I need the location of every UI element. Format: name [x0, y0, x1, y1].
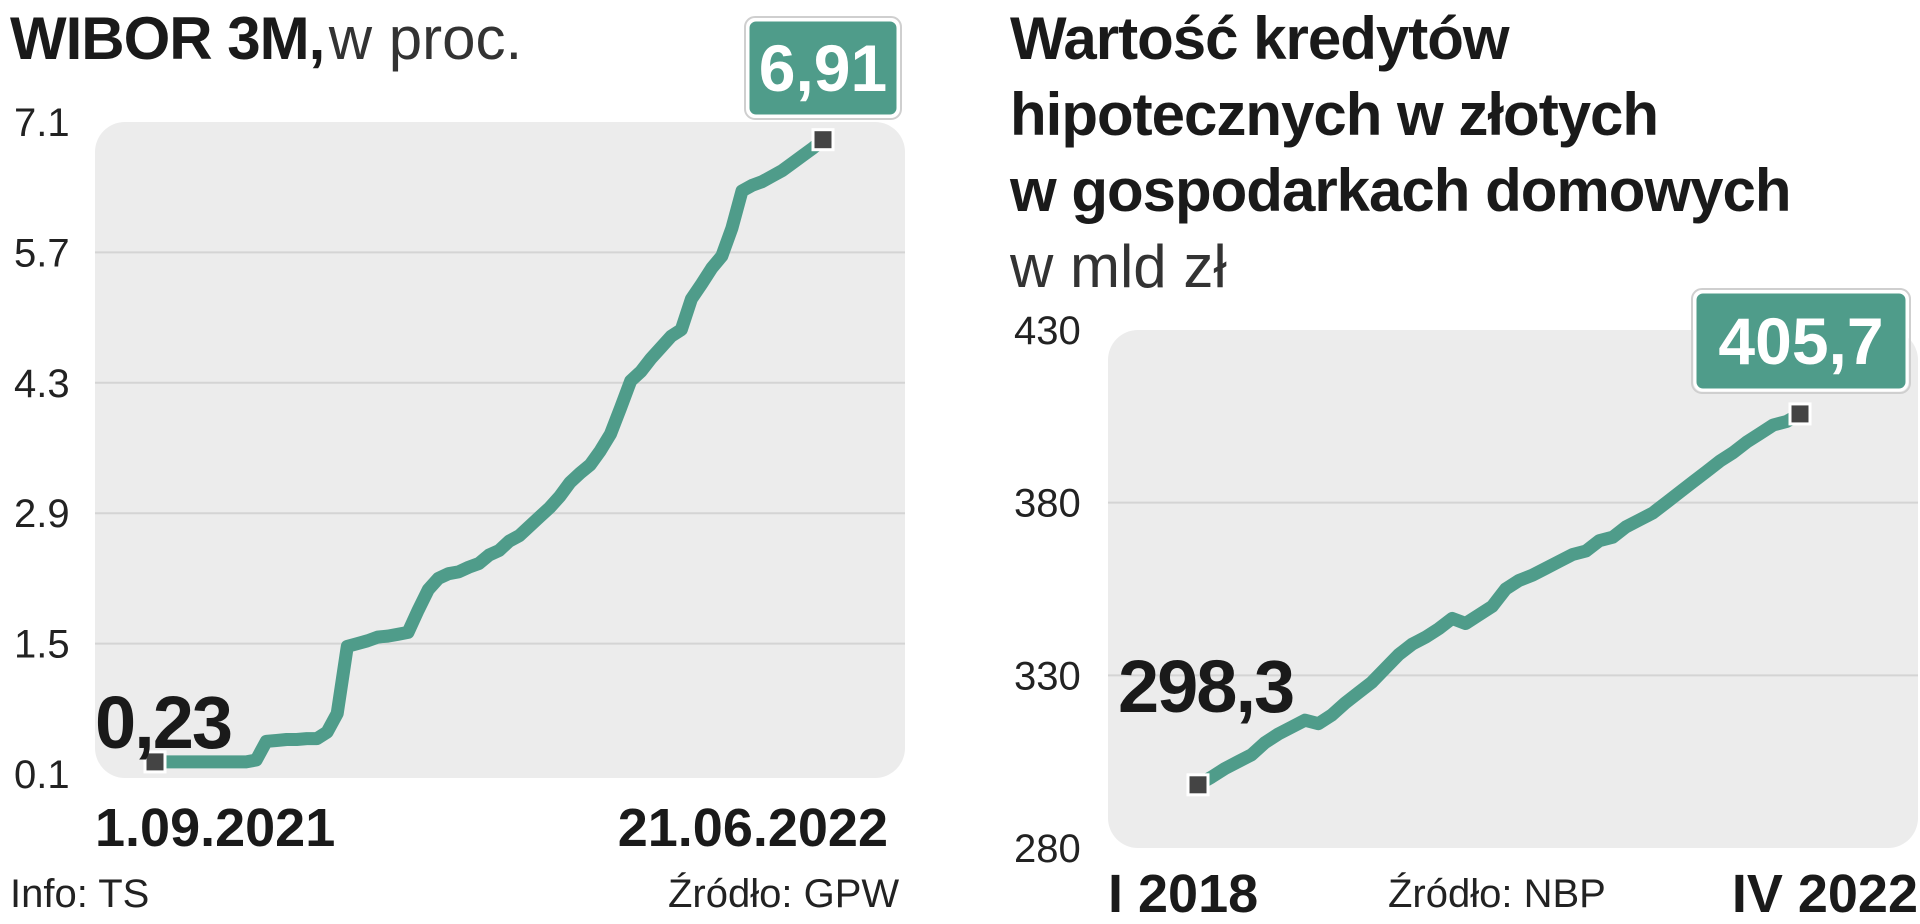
- mortgage-panel: Wartość kredytów hipotecznych w złotych …: [1000, 0, 1920, 924]
- wibor-end-value-badge-outline: [744, 16, 902, 120]
- mortgage-y-tick-label: 330: [1014, 654, 1081, 698]
- wibor-start-marker: [143, 750, 167, 774]
- mortgage-title-line-2: hipotecznych w złotych: [1010, 81, 1659, 148]
- wibor-plot-background: [95, 122, 905, 778]
- mortgage-y-tick-label: 380: [1014, 482, 1081, 526]
- mortgage-x-end-label: IV 2022: [1732, 864, 1918, 924]
- wibor-info: Info: TS: [10, 872, 150, 916]
- wibor-title-bold: WIBOR 3M,: [10, 5, 325, 72]
- wibor-y-tick-label: 4.3: [14, 362, 70, 406]
- wibor-y-tick-label: 5.7: [14, 231, 70, 275]
- mortgage-y-tick-label: 430: [1014, 309, 1081, 353]
- mortgage-title-line-1: Wartość kredytów: [1010, 5, 1510, 72]
- wibor-end-value-badge: [746, 18, 900, 118]
- wibor-start-value-label: 0,23: [95, 681, 231, 764]
- wibor-series-line: [148, 133, 830, 769]
- wibor-end-marker: [811, 128, 835, 152]
- wibor-y-tick-label: 2.9: [14, 492, 70, 536]
- mortgage-series-line: [1191, 407, 1807, 792]
- mortgage-end-value-badge: [1693, 290, 1909, 392]
- mortgage-chart: 430 380 330 280 298,3 405,7 I 2018 IV 2022: [1014, 288, 1918, 924]
- wibor-x-end-label: 21.06.2022: [618, 798, 888, 858]
- wibor-y-tick-label: 7.1: [14, 101, 70, 145]
- mortgage-start-marker: [1186, 773, 1210, 797]
- mortgage-end-value-badge-outline: [1691, 288, 1911, 394]
- mortgage-start-value-label: 298,3: [1118, 645, 1293, 728]
- wibor-panel: WIBOR 3M, w proc. 7.1 5.7 4.3 2.9 1.5 0.1 0,23…: [0, 0, 930, 924]
- mortgage-x-start-label: I 2018: [1108, 864, 1258, 924]
- wibor-chart: 7.1 5.7 4.3 2.9 1.5 0.1 0,23 6,91 1.09.2021 21.06…: [14, 16, 905, 858]
- wibor-x-start-label: 1.09.2021: [95, 798, 335, 858]
- wibor-source: Źródło: GPW: [668, 872, 900, 916]
- mortgage-source: Źródło: NBP: [1388, 872, 1606, 916]
- mortgage-y-tick-label: 280: [1014, 827, 1081, 871]
- wibor-title-unit: w proc.: [328, 5, 523, 72]
- mortgage-end-value-label: 405,7: [1718, 304, 1883, 378]
- mortgage-end-marker: [1788, 402, 1812, 426]
- wibor-y-tick-label: 0.1: [14, 753, 70, 797]
- wibor-title: WIBOR 3M, w proc.: [10, 4, 522, 73]
- mortgage-title-line-3: w gospodarkach domowych: [1010, 157, 1791, 224]
- wibor-y-tick-label: 1.5: [14, 623, 70, 667]
- wibor-end-value-label: 6,91: [759, 31, 887, 105]
- mortgage-subtitle: w mld zł: [1010, 233, 1227, 300]
